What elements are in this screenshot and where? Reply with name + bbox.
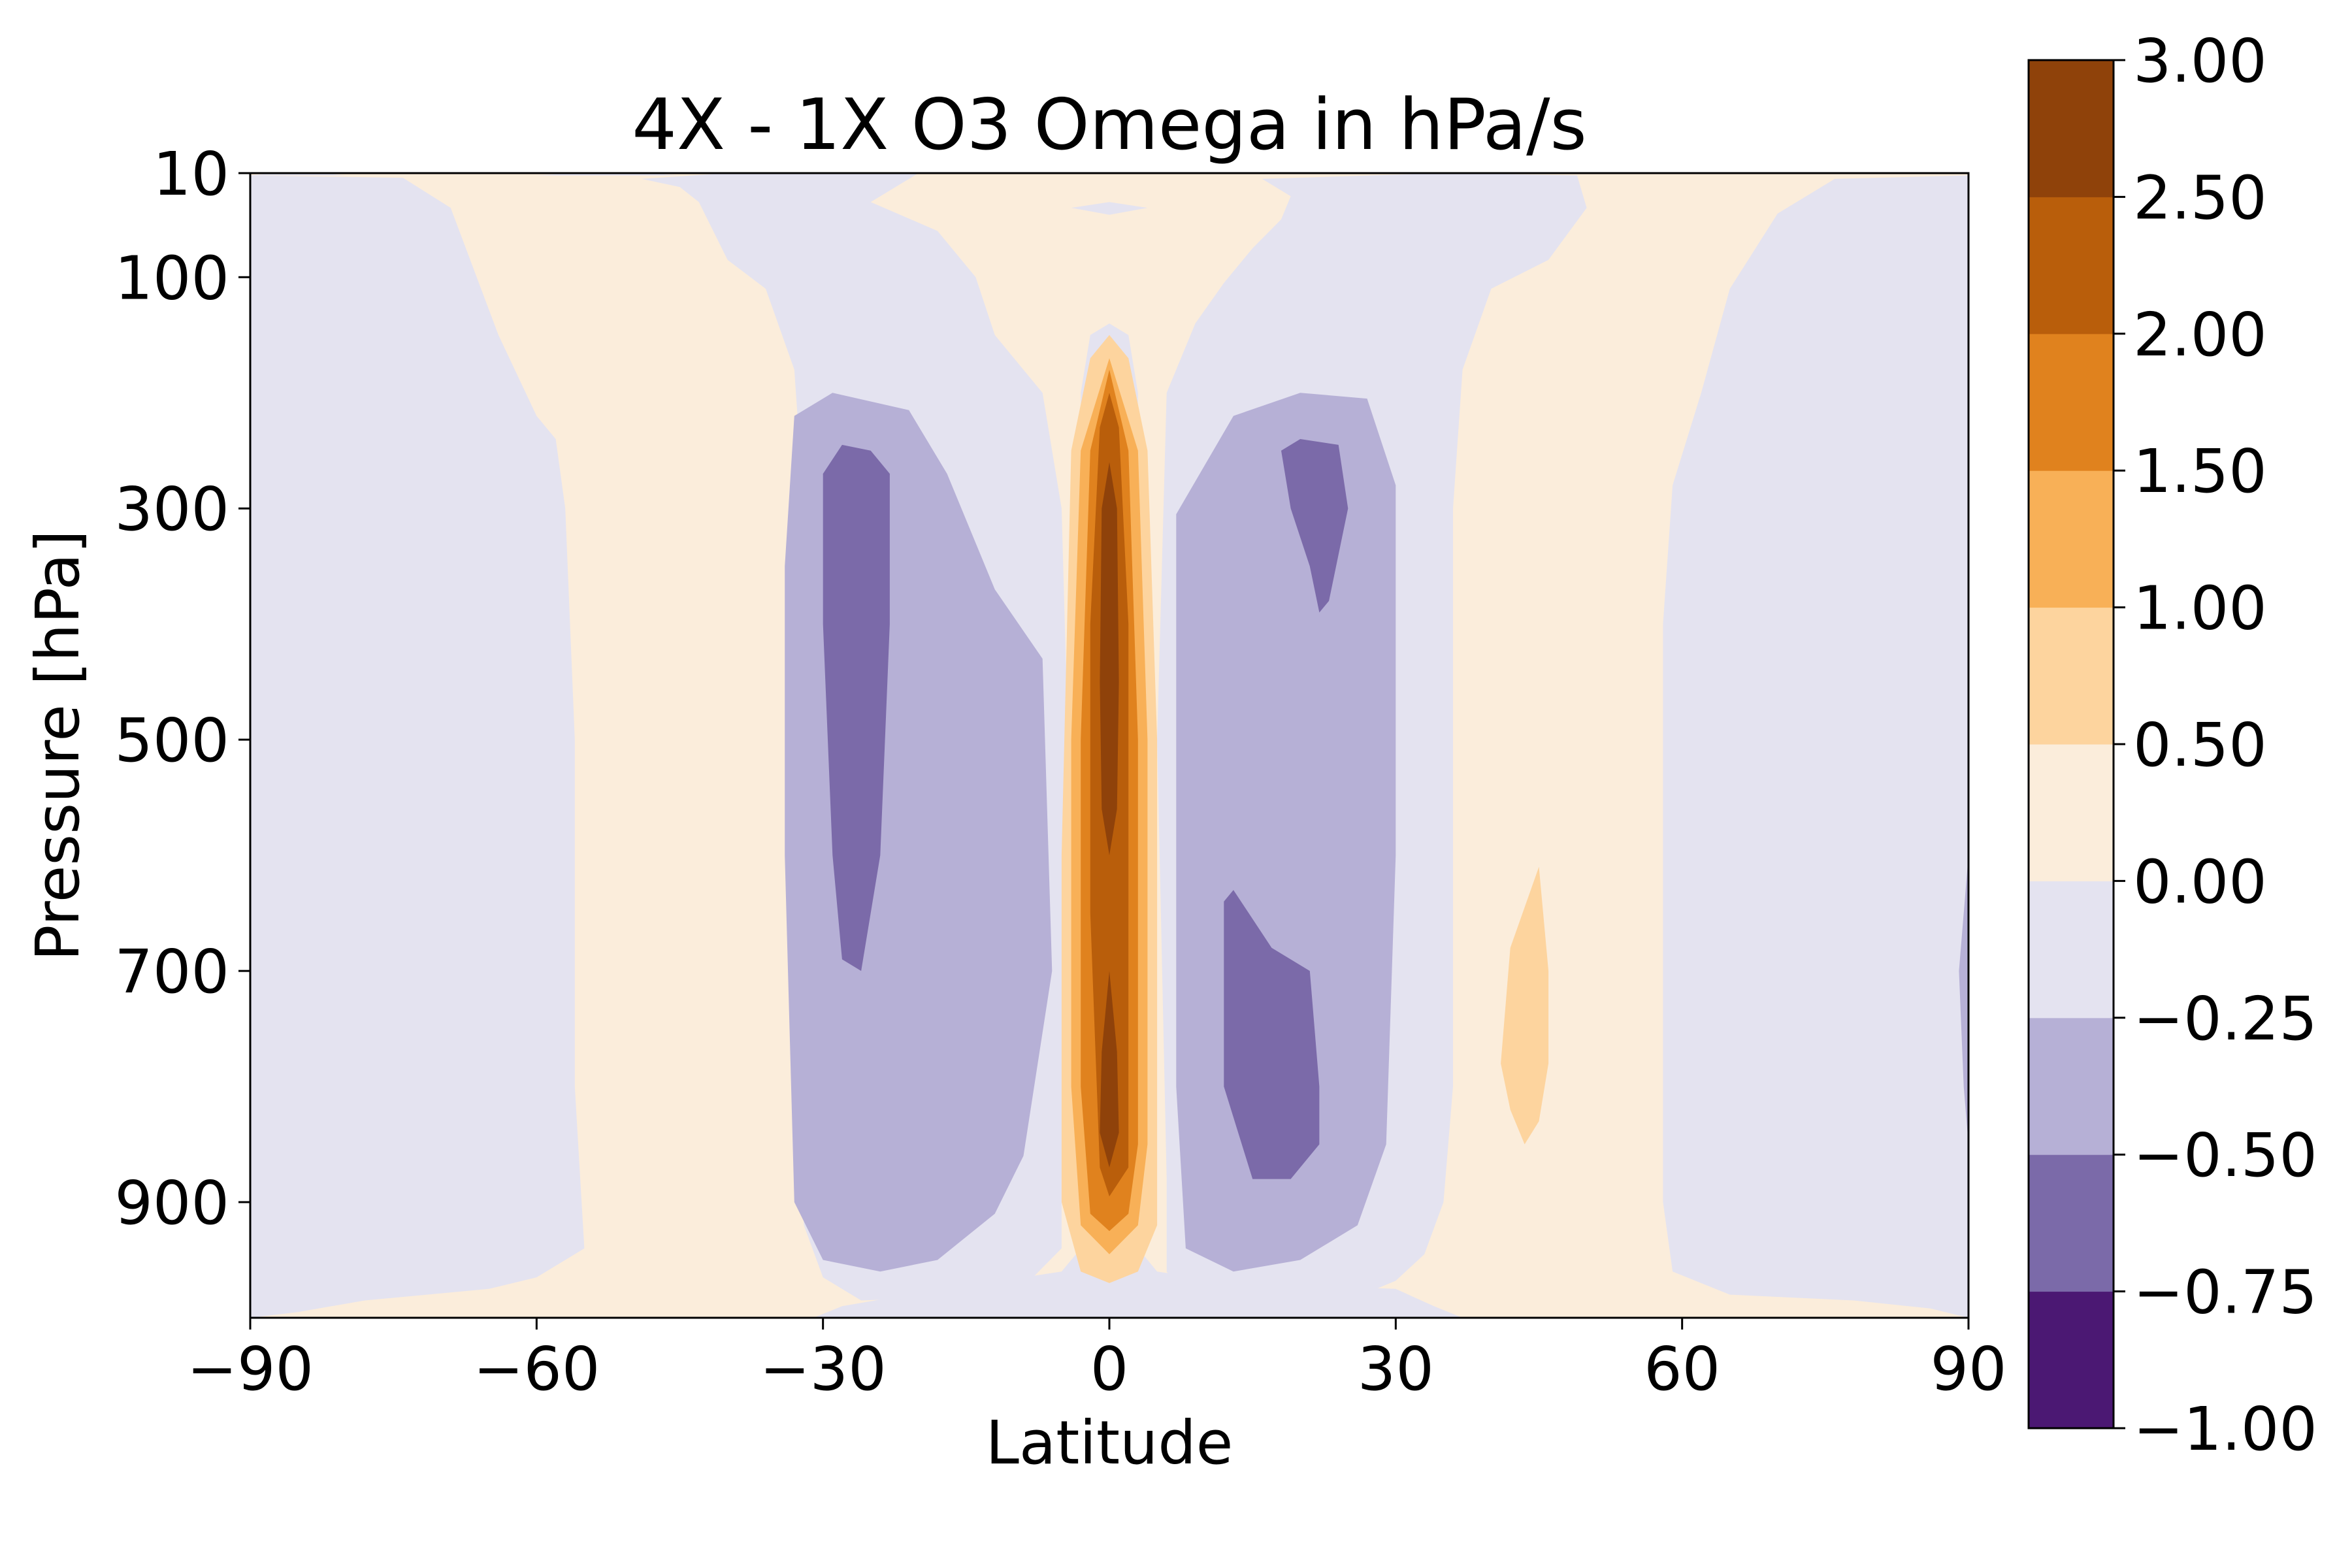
colorbar: −1.00 −0.75 −0.50 −0.25 0.00 0.50 1.00 1.50 2.00… bbox=[2027, 26, 2317, 1464]
y-tick-label: 10 bbox=[153, 139, 229, 209]
x-tick-label: 0 bbox=[1090, 1334, 1129, 1404]
y-tick-label: 500 bbox=[114, 706, 229, 776]
colorbar-tick-label: −0.50 bbox=[2133, 1120, 2317, 1190]
colorbar-segment bbox=[2029, 607, 2114, 745]
colorbar-segment bbox=[2029, 1154, 2114, 1292]
contour-region bbox=[1224, 890, 1320, 1179]
colorbar-segment bbox=[2029, 333, 2114, 471]
contour-region bbox=[823, 444, 890, 972]
contour-region bbox=[1663, 175, 1968, 1318]
y-tick-label: 300 bbox=[114, 474, 229, 544]
colorbar-segment bbox=[2029, 1017, 2114, 1155]
colorbar-tick-label: −1.00 bbox=[2133, 1394, 2317, 1464]
contour-regions bbox=[250, 173, 1968, 1318]
colorbar-tick-label: 1.50 bbox=[2133, 436, 2267, 506]
x-axis-ticks: −90 −60 −30 0 30 60 90 bbox=[187, 1318, 2007, 1404]
y-tick-label: 100 bbox=[114, 243, 229, 313]
colorbar-segment bbox=[2029, 881, 2114, 1019]
contour-region bbox=[1501, 866, 1549, 1145]
colorbar-segment bbox=[2029, 197, 2114, 335]
contour-region bbox=[1959, 855, 1968, 1145]
colorbar-segment bbox=[2029, 60, 2114, 197]
colorbar-segment bbox=[2029, 744, 2114, 881]
y-axis-ticks: 10 100 300 500 700 900 bbox=[114, 139, 250, 1238]
contour-region bbox=[1100, 971, 1119, 1168]
colorbar-tick-label: −0.25 bbox=[2133, 984, 2317, 1054]
colorbar-segment bbox=[2029, 1291, 2114, 1429]
x-tick-label: −60 bbox=[473, 1334, 600, 1404]
y-axis-label: Pressure [hPa] bbox=[23, 530, 93, 961]
contour-region bbox=[250, 175, 585, 1318]
y-tick-label: 900 bbox=[114, 1168, 229, 1238]
x-tick-label: 90 bbox=[1930, 1334, 2006, 1404]
chart-title: 4X - 1X O3 Omega in hPa/s bbox=[632, 84, 1586, 166]
colorbar-tick-label: 0.50 bbox=[2133, 710, 2267, 780]
colorbar-tick-label: 2.50 bbox=[2133, 163, 2267, 233]
x-tick-label: 60 bbox=[1644, 1334, 1720, 1404]
contour-region bbox=[1281, 439, 1348, 613]
x-tick-label: 30 bbox=[1358, 1334, 1434, 1404]
x-axis-label: Latitude bbox=[986, 1408, 1233, 1478]
x-tick-label: −90 bbox=[187, 1334, 314, 1404]
colorbar-tick-label: 0.00 bbox=[2133, 847, 2267, 917]
colorbar-segment bbox=[2029, 470, 2114, 608]
x-tick-label: −30 bbox=[760, 1334, 887, 1404]
colorbar-tick-label: 1.00 bbox=[2133, 574, 2267, 644]
colorbar-tick-label: 3.00 bbox=[2133, 26, 2267, 96]
contour-region bbox=[1071, 202, 1148, 215]
contour-region bbox=[1100, 462, 1119, 856]
colorbar-tick-label: 2.00 bbox=[2133, 300, 2267, 370]
colorbar-tick-label: −0.75 bbox=[2133, 1258, 2317, 1328]
y-tick-label: 700 bbox=[114, 937, 229, 1007]
